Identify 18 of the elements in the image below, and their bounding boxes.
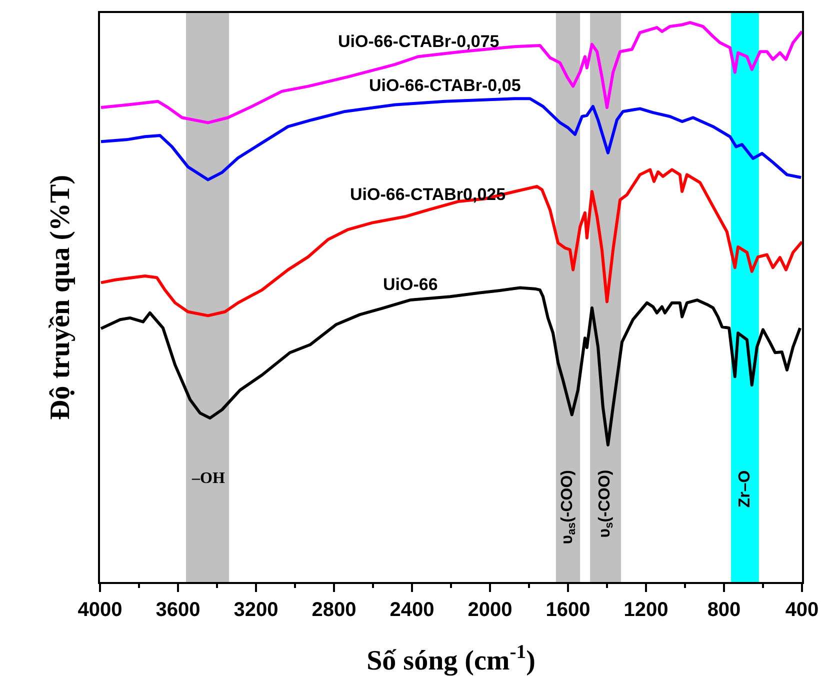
x-tick-label: 3600 bbox=[156, 599, 200, 621]
series-label: UiO-66-CTABr0,025 bbox=[350, 185, 506, 204]
band-label: Zr–O bbox=[736, 470, 754, 508]
series-label: UiO-66-CTABr-0,075 bbox=[338, 32, 500, 51]
band-label: –OH bbox=[191, 470, 226, 487]
series-label: UiO-66 bbox=[383, 275, 438, 294]
x-tick-label: 2800 bbox=[312, 599, 356, 621]
series-label: UiO-66-CTABr-0,05 bbox=[369, 76, 521, 95]
x-tick-label: 2400 bbox=[390, 599, 434, 621]
y-axis-title: Độ truyền qua (%T) bbox=[45, 174, 76, 420]
x-tick-label: 4000 bbox=[78, 599, 122, 621]
x-tick-label: 3200 bbox=[234, 599, 278, 621]
x-tick-label: 400 bbox=[785, 599, 819, 621]
x-tick-label: 800 bbox=[707, 599, 741, 621]
x-tick-label: 1600 bbox=[546, 599, 590, 621]
x-tick-label: 1200 bbox=[624, 599, 668, 621]
x-tick-label: 2000 bbox=[468, 599, 512, 621]
x-axis-title: Số sóng (cm$^{-1}$) bbox=[366, 642, 536, 677]
